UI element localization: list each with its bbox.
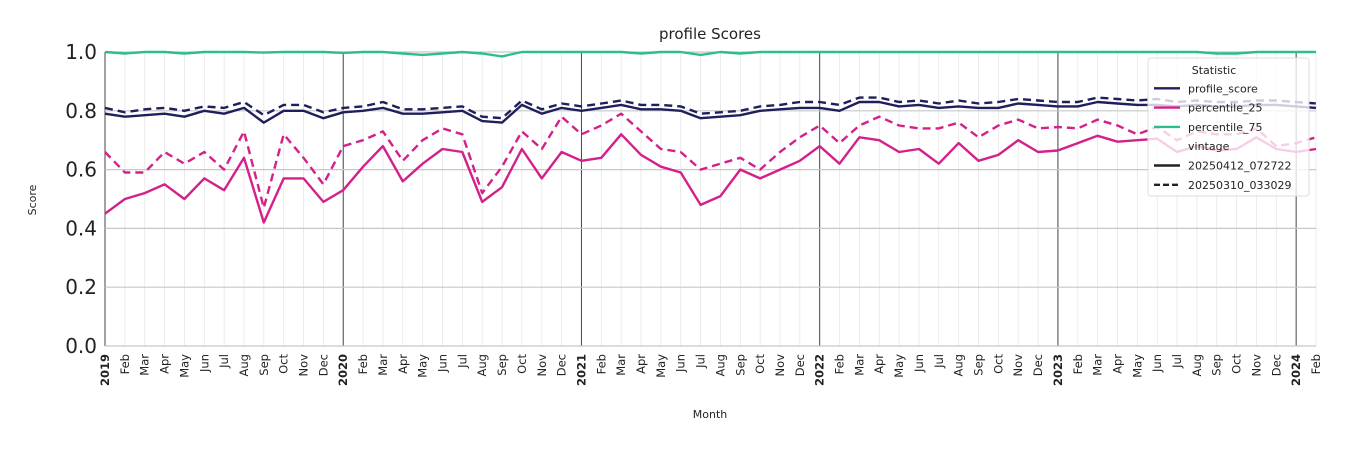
x-tick-label: 2023 [1051, 354, 1065, 386]
chart-title: profile Scores [659, 25, 761, 43]
x-tick-label: Oct [1230, 354, 1244, 374]
x-tick-label: Feb [833, 354, 847, 374]
legend-entry-label: profile_score [1188, 82, 1258, 95]
legend-entry-label: 20250412_072722 [1188, 160, 1291, 173]
x-tick-label: Nov [773, 354, 787, 377]
x-tick-label: Sep [257, 354, 271, 376]
y-tick-label: 0.2 [65, 275, 97, 299]
x-tick-label: Jun [435, 354, 449, 373]
x-tick-label: Feb [1309, 354, 1323, 374]
x-tick-label: Dec [316, 354, 330, 376]
x-tick-label: Oct [515, 354, 529, 374]
x-axis-label: Month [693, 408, 728, 421]
x-tick-label: Jul [694, 354, 708, 369]
series-line-percentile-25-dashed [104, 112, 1317, 210]
x-tick-label: May [177, 354, 191, 378]
x-tick-label: Jun [197, 354, 211, 373]
series-layer [104, 50, 1317, 224]
grid [104, 51, 1317, 347]
legend: Statistic profile_score percentile_25perce… [1147, 57, 1310, 197]
x-tick-label: Oct [753, 354, 767, 374]
x-tick-label: 2020 [336, 354, 350, 386]
x-tick-label: Jul [455, 354, 469, 369]
x-tick-label: Feb [356, 354, 370, 374]
y-tick-label: 0.8 [65, 99, 97, 123]
x-tick-label: Nov [535, 354, 549, 377]
x-tick-label: May [892, 354, 906, 378]
x-tick-label: Aug [952, 354, 966, 376]
x-tick-label: May [416, 354, 430, 378]
y-axis-label: Score [26, 184, 39, 215]
y-tick-label: 0.4 [65, 216, 97, 240]
x-tick-label: Dec [1269, 354, 1283, 376]
x-tick-label: 2021 [574, 354, 588, 386]
x-tick-label: Nov [297, 354, 311, 377]
x-tick-label: Mar [138, 354, 152, 376]
x-tick-label: Feb [594, 354, 608, 374]
x-tick-label: Nov [1011, 354, 1025, 377]
series-line-percentile-25-solid [104, 133, 1317, 224]
series-line-profile-score-dashed [104, 96, 1317, 120]
series-line-percentile-75-solid [104, 50, 1316, 58]
x-tick-label: Jun [674, 354, 688, 373]
x-tick-label: Dec [555, 354, 569, 376]
x-tick-label: Aug [237, 354, 251, 376]
x-tick-label: Sep [733, 354, 747, 376]
x-tick-label: 2024 [1289, 354, 1303, 386]
legend-entry-label: 20250310_033029 [1188, 179, 1291, 192]
y-tick-label: 0.6 [65, 158, 97, 182]
x-tick-label: Feb [1071, 354, 1085, 374]
x-tick-label: 2022 [813, 354, 827, 386]
x-tick-label: Mar [614, 354, 628, 376]
x-tick-label: May [1130, 354, 1144, 378]
x-tick-label: 2019 [98, 354, 112, 386]
x-tick-label: Apr [634, 354, 648, 374]
x-tick-label: Apr [1110, 354, 1124, 374]
legend-entry-label: percentile_75 [1188, 121, 1263, 134]
axes: 0.0 0.2 0.4 0.6 0.8 1.0 2019 Feb Mar Apr May Jun Jul… [65, 40, 1323, 386]
x-tick-label: Oct [277, 354, 291, 374]
x-tick-label: Apr [158, 354, 172, 374]
x-tick-label: Sep [972, 354, 986, 376]
x-tick-label: Mar [1091, 354, 1105, 376]
y-tick-label: 0.0 [65, 334, 97, 358]
x-tick-label: Feb [118, 354, 132, 374]
x-tick-label: Mar [852, 354, 866, 376]
x-tick-label: Sep [1210, 354, 1224, 376]
x-tick-label: Aug [713, 354, 727, 376]
x-tick-label: Apr [872, 354, 886, 374]
x-tick-label: Dec [1031, 354, 1045, 376]
legend-box [1147, 57, 1310, 197]
x-tick-label: Dec [793, 354, 807, 376]
legend-title-vintage: vintage [1188, 140, 1230, 153]
x-tick-label: Jul [1170, 354, 1184, 369]
legend-entry-label: percentile_25 [1188, 102, 1263, 115]
legend-title-statistic: Statistic [1192, 64, 1237, 77]
x-tick-label: May [654, 354, 668, 378]
series-line-profile-score-solid [104, 100, 1317, 124]
x-tick-label: Nov [1249, 354, 1263, 377]
x-tick-label: Jun [1150, 354, 1164, 373]
x-tick-label: Jun [912, 354, 926, 373]
x-tick-label: Apr [396, 354, 410, 374]
x-tick-label: Aug [475, 354, 489, 376]
x-tick-label: Oct [991, 354, 1005, 374]
x-tick-label: Mar [376, 354, 390, 376]
x-tick-label: Jul [932, 354, 946, 369]
x-tick-label: Sep [495, 354, 509, 376]
y-tick-label: 1.0 [65, 40, 97, 64]
x-tick-label: Aug [1190, 354, 1204, 376]
x-tick-label: Jul [217, 354, 231, 369]
